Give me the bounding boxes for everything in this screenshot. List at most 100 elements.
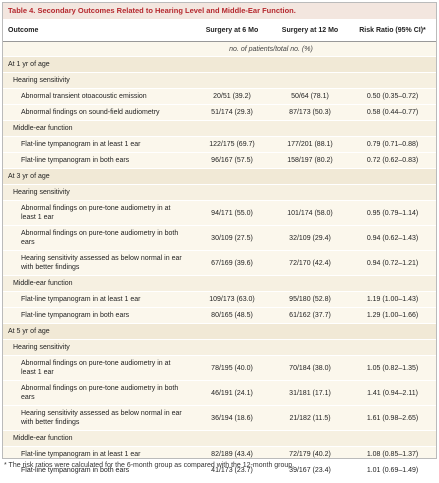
value-cell: 177/201 (88.1) <box>271 136 349 153</box>
value-cell: 1.29 (1.00–1.66) <box>349 307 436 324</box>
value-cell: 80/165 (48.5) <box>193 307 271 324</box>
value-cell: 96/167 (57.5) <box>193 152 271 169</box>
subheader: no. of patients/total no. (%) <box>229 45 313 53</box>
section-label: At 3 yr of age <box>3 168 436 185</box>
value-cell: 0.79 (0.71–0.88) <box>349 136 436 153</box>
outcome-cell: Hearing sensitivity assessed as below no… <box>3 250 193 276</box>
value-cell: 72/179 (40.2) <box>271 446 349 463</box>
outcome-cell: Flat-line tympanogram in at least 1 ear <box>3 136 193 153</box>
data-row: Hearing sensitivity assessed as below no… <box>3 250 436 276</box>
section-label: At 5 yr of age <box>3 323 436 340</box>
group-row: Hearing sensitivity <box>3 339 436 356</box>
outcome-cell: Flat-line tympanogram in at least 1 ear <box>3 446 193 463</box>
value-cell: 1.05 (0.82–1.35) <box>349 355 436 381</box>
outcome-cell: Abnormal findings on pure-tone audiometr… <box>3 380 193 406</box>
section-label: At 1 yr of age <box>3 56 436 73</box>
outcome-cell: Flat-line tympanogram in both ears <box>3 462 193 478</box>
column-header: Outcome <box>3 19 193 42</box>
value-cell: 1.41 (0.94–2.11) <box>349 380 436 406</box>
value-cell: 67/169 (39.6) <box>193 250 271 276</box>
value-cell: 61/162 (37.7) <box>271 307 349 324</box>
group-row: Hearing sensitivity <box>3 72 436 89</box>
data-row: Abnormal findings on pure-tone audiometr… <box>3 200 436 226</box>
table-title: Table 4. Secondary Outcomes Related to H… <box>3 3 436 19</box>
value-cell: 51/174 (29.3) <box>193 104 271 121</box>
data-row: Flat-line tympanogram in at least 1 ear 8… <box>3 446 436 463</box>
value-cell: 101/174 (58.0) <box>271 200 349 226</box>
value-cell: 39/167 (23.4) <box>271 462 349 478</box>
section-row: At 1 yr of age <box>3 56 436 73</box>
value-cell: 0.50 (0.35–0.72) <box>349 88 436 105</box>
outcome-cell: Abnormal transient otoacoustic emission <box>3 88 193 105</box>
value-cell: 21/182 (11.5) <box>271 405 349 431</box>
value-cell: 70/184 (38.0) <box>271 355 349 381</box>
value-cell: 0.94 (0.62–1.43) <box>349 225 436 251</box>
data-row: Flat-line tympanogram in both ears 96/167… <box>3 152 436 169</box>
group-label: Hearing sensitivity <box>3 72 436 89</box>
value-cell: 32/109 (29.4) <box>271 225 349 251</box>
value-cell: 20/51 (39.2) <box>193 88 271 105</box>
outcome-cell: Abnormal findings on pure-tone audiometr… <box>3 355 193 381</box>
value-cell: 87/173 (50.3) <box>271 104 349 121</box>
value-cell: 109/173 (63.0) <box>193 291 271 308</box>
value-cell: 36/194 (18.6) <box>193 405 271 431</box>
group-row: Middle-ear function <box>3 120 436 137</box>
value-cell: 0.95 (0.79–1.14) <box>349 200 436 226</box>
value-cell: 1.19 (1.00–1.43) <box>349 291 436 308</box>
value-cell: 0.72 (0.62–0.83) <box>349 152 436 169</box>
data-row: Abnormal transient otoacoustic emission 2… <box>3 88 436 105</box>
value-cell: 95/180 (52.8) <box>271 291 349 308</box>
data-row: Abnormal findings on pure-tone audiometr… <box>3 355 436 381</box>
outcome-cell: Abnormal findings on pure-tone audiometr… <box>3 225 193 251</box>
table: Outcome Surgery at 6 Mo Surgery at 12 Mo Ri… <box>3 19 436 478</box>
value-cell: 94/171 (55.0) <box>193 200 271 226</box>
value-cell: 1.08 (0.85–1.37) <box>349 446 436 463</box>
column-header: Surgery at 12 Mo <box>271 19 349 42</box>
value-cell: 78/195 (40.0) <box>193 355 271 381</box>
group-row: Hearing sensitivity <box>3 184 436 201</box>
header-row: Outcome Surgery at 6 Mo Surgery at 12 Mo Ri… <box>3 19 436 42</box>
outcome-cell: Flat-line tympanogram in at least 1 ear <box>3 291 193 308</box>
group-label: Hearing sensitivity <box>3 184 436 201</box>
group-label: Middle-ear function <box>3 275 436 292</box>
subheader-row: no. of patients/total no. (%) <box>3 42 436 57</box>
blank-cell <box>349 42 436 57</box>
data-row: Abnormal findings on pure-tone audiometr… <box>3 225 436 251</box>
data-row: Flat-line tympanogram in both ears 41/173… <box>3 462 436 478</box>
value-cell: 0.94 (0.72–1.21) <box>349 250 436 276</box>
value-cell: 1.01 (0.69–1.49) <box>349 462 436 478</box>
outcome-cell: Flat-line tympanogram in both ears <box>3 152 193 169</box>
column-header: Surgery at 6 Mo <box>193 19 271 42</box>
value-cell: 30/109 (27.5) <box>193 225 271 251</box>
group-label: Middle-ear function <box>3 120 436 137</box>
column-header: Risk Ratio (95% CI)* <box>349 19 436 42</box>
group-label: Middle-ear function <box>3 430 436 447</box>
section-row: At 3 yr of age <box>3 168 436 185</box>
blank-cell <box>3 42 193 57</box>
outcome-cell: Abnormal findings on sound-field audiome… <box>3 104 193 121</box>
table-frame: Table 4. Secondary Outcomes Related to H… <box>2 2 437 478</box>
data-row: Flat-line tympanogram in at least 1 ear 1… <box>3 136 436 153</box>
value-cell: 0.58 (0.44–0.77) <box>349 104 436 121</box>
group-row: Middle-ear function <box>3 275 436 292</box>
outcome-cell: Flat-line tympanogram in both ears <box>3 307 193 324</box>
group-label: Hearing sensitivity <box>3 339 436 356</box>
outcome-cell: Hearing sensitivity assessed as below no… <box>3 405 193 431</box>
data-row: Abnormal findings on pure-tone audiometr… <box>3 380 436 406</box>
outcome-cell: Abnormal findings on pure-tone audiometr… <box>3 200 193 226</box>
value-cell: 122/175 (69.7) <box>193 136 271 153</box>
value-cell: 41/173 (23.7) <box>193 462 271 478</box>
group-row: Middle-ear function <box>3 430 436 447</box>
value-cell: 82/189 (43.4) <box>193 446 271 463</box>
table-body: Outcome Surgery at 6 Mo Surgery at 12 Mo Ri… <box>3 19 436 478</box>
value-cell: 50/64 (78.1) <box>271 88 349 105</box>
value-cell: 1.61 (0.98–2.65) <box>349 405 436 431</box>
data-row: Hearing sensitivity assessed as below no… <box>3 405 436 431</box>
value-cell: 158/197 (80.2) <box>271 152 349 169</box>
footnote: * The risk ratios were calculated for th… <box>4 462 295 469</box>
data-row: Abnormal findings on sound-field audiome… <box>3 104 436 121</box>
data-row: Flat-line tympanogram in both ears 80/165… <box>3 307 436 324</box>
value-cell: 72/170 (42.4) <box>271 250 349 276</box>
data-row: Flat-line tympanogram in at least 1 ear 1… <box>3 291 436 308</box>
